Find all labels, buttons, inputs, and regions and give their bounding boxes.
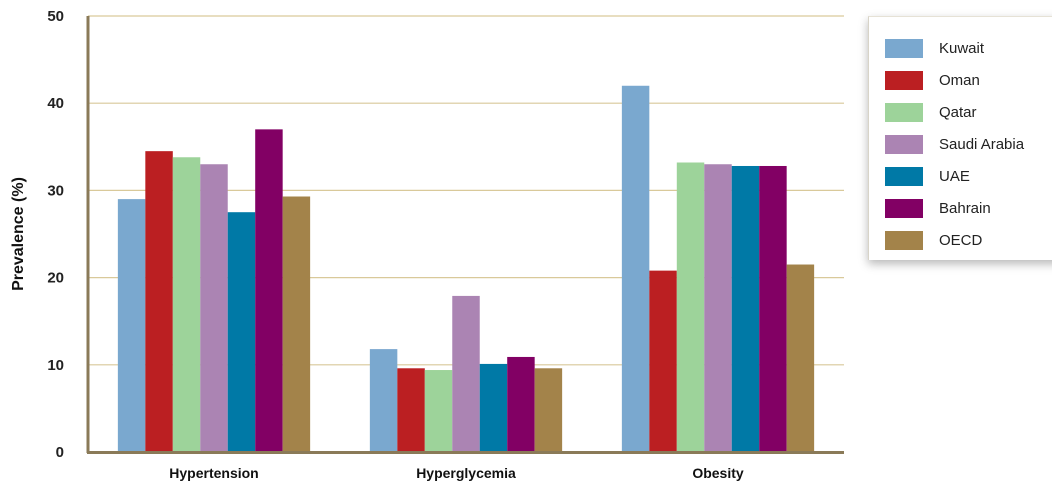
legend-swatch <box>885 134 923 154</box>
y-axis-label: Prevalence (%) <box>10 177 27 291</box>
legend-label: Oman <box>939 71 980 89</box>
legend: Kuwait Oman Qatar Saudi Arabia UAE Bahrain OEC… <box>868 16 1052 260</box>
bar-kuwait-obesity <box>621 85 650 452</box>
bar-bahrain-obesity <box>759 165 787 452</box>
x-category-label: Hyperglycemia <box>416 465 516 481</box>
legend-item: Kuwait <box>885 32 1052 64</box>
bar-bahrain-hypertension <box>255 129 283 453</box>
y-tick-label: 20 <box>47 270 64 287</box>
bar-kuwait-hypertension <box>117 199 146 452</box>
bar-bahrain-hyperglycemia <box>507 356 535 452</box>
bar-oecd-obesity <box>786 264 815 452</box>
legend-label: Bahrain <box>939 199 991 217</box>
y-tick-label: 30 <box>47 182 64 199</box>
bar-oman-hyperglycemia <box>397 368 425 452</box>
x-axis-categories: Hypertension Hyperglycemia Obesity <box>169 465 744 481</box>
y-tick-label: 10 <box>47 357 64 374</box>
legend-swatch <box>885 38 923 58</box>
legend-item: Bahrain <box>885 192 1052 224</box>
legend-label: Kuwait <box>939 39 985 57</box>
bar-oman-obesity <box>649 270 677 452</box>
y-tick-label: 0 <box>56 444 64 461</box>
legend-swatch <box>885 230 923 250</box>
bar-saudi-arabia-hyperglycemia <box>452 295 480 452</box>
bar-qatar-hypertension <box>172 157 201 452</box>
bar-uae-hypertension <box>227 212 256 452</box>
y-axis-ticks: 0 10 20 30 40 50 <box>47 8 64 461</box>
bar-saudi-arabia-obesity <box>704 164 732 453</box>
bar-oecd-hypertension <box>282 196 311 452</box>
bar-qatar-obesity <box>676 162 705 452</box>
legend-label: Saudi Arabia <box>939 135 1025 153</box>
bars <box>117 85 815 453</box>
legend-item: UAE <box>885 160 1052 192</box>
bar-saudi-arabia-hypertension <box>200 164 228 453</box>
y-tick-label: 40 <box>47 95 64 112</box>
bar-uae-obesity <box>731 165 760 452</box>
bar-uae-hyperglycemia <box>479 363 508 452</box>
legend-item: Saudi Arabia <box>885 128 1052 160</box>
bar-qatar-hyperglycemia <box>424 370 453 452</box>
bar-oman-hypertension <box>145 151 173 452</box>
legend-item: Oman <box>885 64 1052 96</box>
bar-kuwait-hyperglycemia <box>369 349 398 452</box>
legend-item: OECD <box>885 224 1052 256</box>
legend-swatch <box>885 166 923 186</box>
legend-swatch <box>885 198 923 218</box>
bar-oecd-hyperglycemia <box>534 368 563 452</box>
legend-swatch <box>885 102 923 122</box>
legend-label: UAE <box>939 167 970 185</box>
legend-label: OECD <box>939 231 983 249</box>
x-category-label: Hypertension <box>169 465 258 481</box>
legend-item: Qatar <box>885 96 1052 128</box>
x-category-label: Obesity <box>692 465 744 481</box>
legend-label: Qatar <box>939 103 977 121</box>
y-tick-label: 50 <box>47 8 64 25</box>
legend-swatch <box>885 70 923 90</box>
